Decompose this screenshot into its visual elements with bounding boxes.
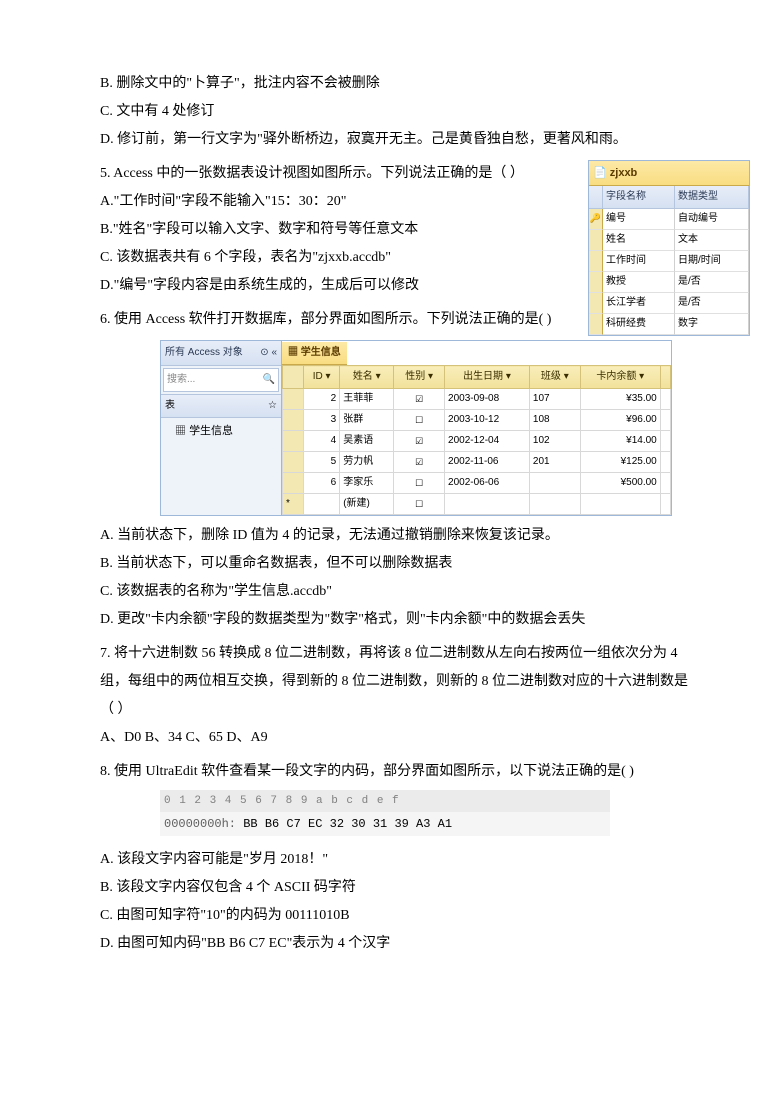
search-icon: 🔍 — [263, 370, 275, 390]
collapse-icon: ☆ — [268, 396, 277, 416]
q8-d: D. 由图可知内码"BB B6 C7 EC"表示为 4 个汉字 — [100, 930, 700, 958]
opt-c: C. 文中有 4 处修订 — [100, 98, 700, 126]
q7-stem: 7. 将十六进制数 56 转换成 8 位二进制数，再将该 8 位二进制数从左向右… — [100, 640, 700, 724]
nav-title: 所有 Access 对象 — [165, 343, 243, 363]
q8-stem: 8. 使用 UltraEdit 软件查看某一段文字的内码，部分界面如图所示，以下… — [100, 758, 700, 786]
q6-access-ui: 所有 Access 对象⊙ « 搜索...🔍 表☆ ▦ 学生信息 ▦ 学生信息 … — [160, 340, 672, 516]
search-input[interactable]: 搜索...🔍 — [163, 368, 279, 392]
q8-a: A. 该段文字内容可能是"岁月 2018！" — [100, 846, 700, 874]
q8-c: C. 由图可知字符"10"的内码为 00111010B — [100, 902, 700, 930]
q5-table-title: 📄 zjxxb — [589, 161, 749, 186]
q6-c: C. 该数据表的名称为"学生信息.accdb" — [100, 578, 700, 606]
q6-d: D. 更改"卡内余额"字段的数据类型为"数字"格式，则"卡内余额"中的数据会丢失 — [100, 606, 700, 634]
q5-design-view: 📄 zjxxb 字段名称数据类型🔑编号自动编号姓名文本工作时间日期/时间教授是/… — [588, 160, 750, 336]
hex-bytes: BB B6 C7 EC 32 30 31 39 A3 A1 — [236, 817, 452, 831]
hex-viewer: 0 1 2 3 4 5 6 7 8 9 a b c d e f 00000000… — [160, 790, 610, 836]
q6-datasheet: ID ▾姓名 ▾性别 ▾出生日期 ▾班级 ▾卡内余额 ▾ 2王菲菲☑2003-0… — [282, 365, 671, 515]
tab-student-info[interactable]: ▦ 学生信息 — [282, 342, 347, 365]
nav-collapse-icon: ⊙ « — [260, 343, 277, 363]
opt-d: D. 修订前，第一行文字为"驿外断桥边，寂寞开无主。己是黄昏独自愁，更著风和雨。 — [100, 126, 700, 154]
opt-b: B. 删除文中的"卜算子"，批注内容不会被删除 — [100, 70, 700, 98]
q7-opts: A、D0 B、34 C、65 D、A9 — [100, 724, 700, 752]
q8-b: B. 该段文字内容仅包含 4 个 ASCII 码字符 — [100, 874, 700, 902]
hex-addr: 00000000h: — [164, 817, 236, 831]
q6-a: A. 当前状态下，删除 ID 值为 4 的记录，无法通过撤销删除来恢复该记录。 — [100, 522, 700, 550]
nav-item-table[interactable]: ▦ 学生信息 — [161, 418, 281, 444]
nav-group: 表 — [165, 396, 175, 416]
hex-header: 0 1 2 3 4 5 6 7 8 9 a b c d e f — [160, 790, 610, 812]
q6-b: B. 当前状态下，可以重命名数据表，但不可以删除数据表 — [100, 550, 700, 578]
